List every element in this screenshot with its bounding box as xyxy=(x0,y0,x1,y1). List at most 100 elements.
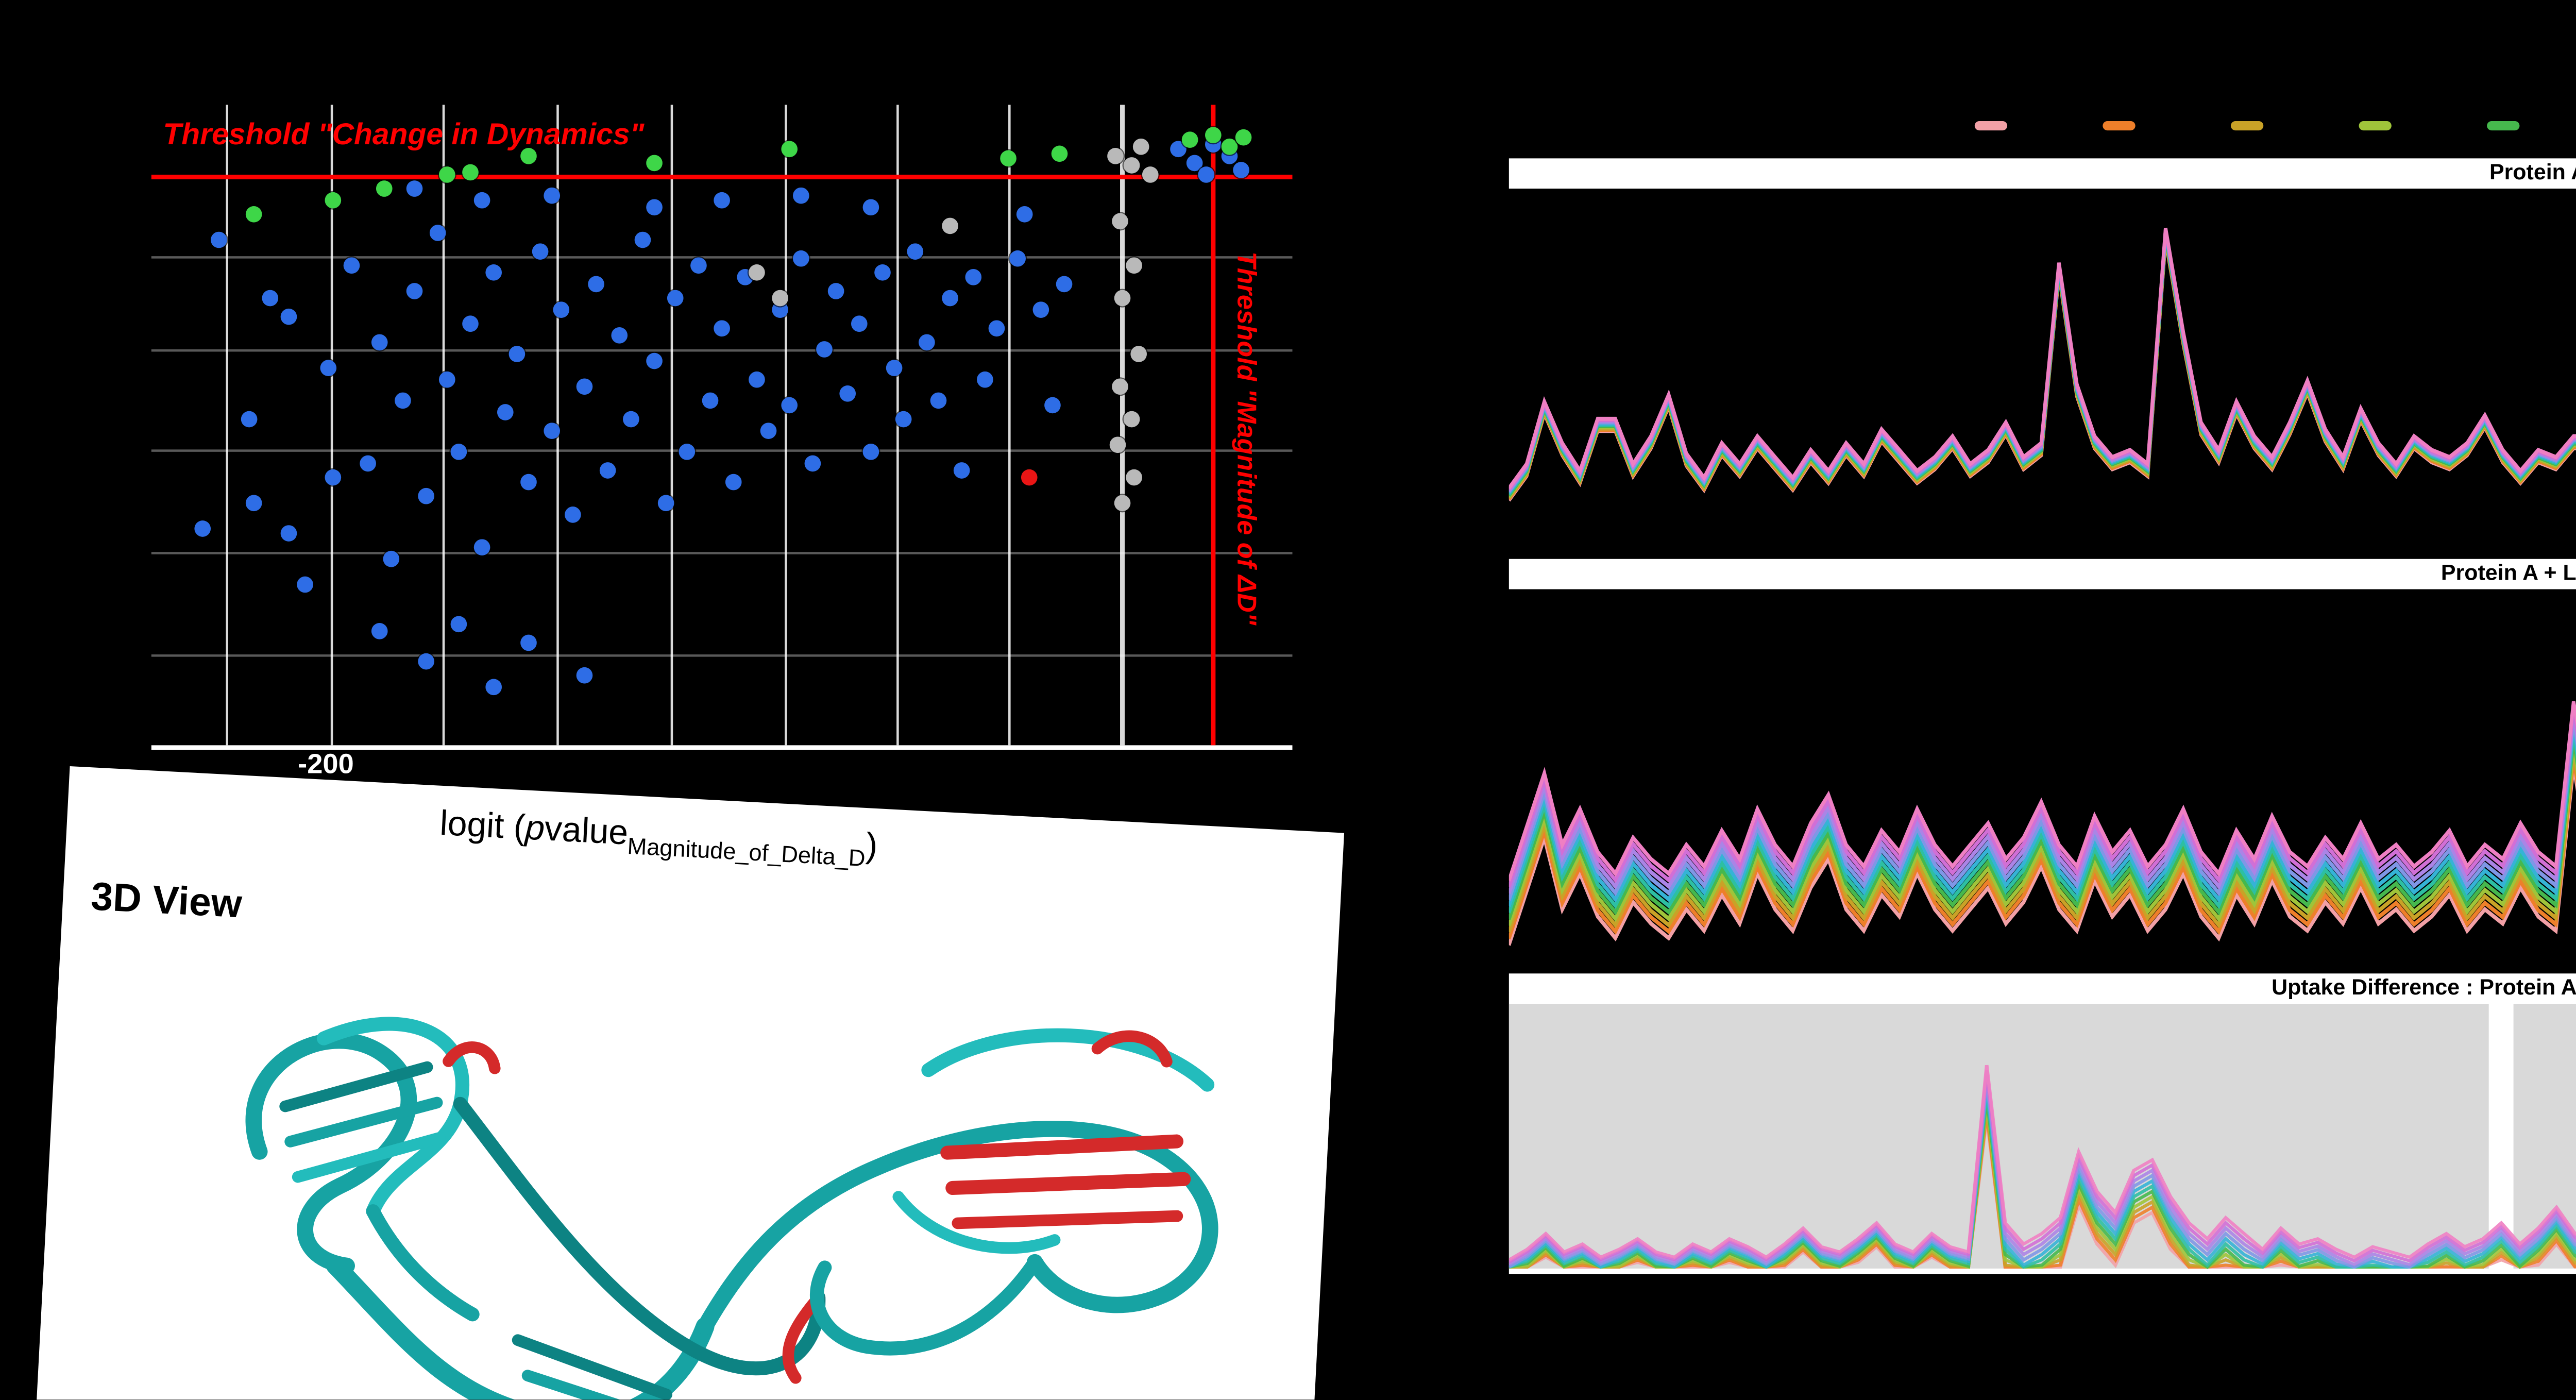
scatter-point-blue[interactable] xyxy=(194,519,211,536)
scatter-point-blue[interactable] xyxy=(297,577,314,594)
scatter-point-green[interactable] xyxy=(1221,138,1238,155)
scatter-point-gray[interactable] xyxy=(1107,148,1124,164)
scatter-point-gray[interactable] xyxy=(1124,157,1141,174)
scatter-point-blue[interactable] xyxy=(417,653,434,670)
scatter-point-blue[interactable] xyxy=(405,180,422,196)
scatter-point-blue[interactable] xyxy=(1187,154,1204,171)
scatter-point-blue[interactable] xyxy=(405,282,422,299)
scatter-point-blue[interactable] xyxy=(873,263,890,280)
scatter-point-blue[interactable] xyxy=(508,346,525,363)
scatter-point-blue[interactable] xyxy=(942,289,958,306)
legend-swatch[interactable] xyxy=(2103,121,2136,131)
scatter-point-green[interactable] xyxy=(782,141,799,158)
scatter-point-blue[interactable] xyxy=(371,621,388,638)
scatter-point-blue[interactable] xyxy=(907,244,924,261)
scatter-point-blue[interactable] xyxy=(668,289,685,306)
scatter-point-blue[interactable] xyxy=(485,679,502,696)
scatter-point-blue[interactable] xyxy=(394,391,411,408)
scatter-point-green[interactable] xyxy=(1050,144,1067,161)
scatter-point-blue[interactable] xyxy=(702,391,719,408)
scatter-point-green[interactable] xyxy=(377,180,394,196)
scatter-point-blue[interactable] xyxy=(360,455,377,472)
scatter-point-blue[interactable] xyxy=(793,250,810,267)
scatter-point-blue[interactable] xyxy=(280,308,297,325)
uptake-plot-protein-a[interactable] xyxy=(1509,189,2576,545)
scatter-point-blue[interactable] xyxy=(622,410,639,427)
scatter-point-blue[interactable] xyxy=(565,507,582,523)
scatter-point-blue[interactable] xyxy=(439,372,456,389)
scatter-point-blue[interactable] xyxy=(827,282,844,299)
volcano-plot[interactable]: Threshold "Change in Dynamics" Threshold… xyxy=(151,105,1293,750)
legend-swatch[interactable] xyxy=(2487,121,2520,131)
scatter-point-blue[interactable] xyxy=(1033,301,1050,318)
scatter-point-green[interactable] xyxy=(463,164,479,180)
legend-swatch[interactable] xyxy=(1974,121,2008,131)
scatter-point-blue[interactable] xyxy=(679,442,696,459)
scatter-point-gray[interactable] xyxy=(942,218,958,235)
scatter-point-green[interactable] xyxy=(645,154,662,171)
scatter-point-blue[interactable] xyxy=(280,526,297,542)
scatter-point-blue[interactable] xyxy=(543,423,559,440)
scatter-point-blue[interactable] xyxy=(543,186,559,203)
scatter-point-green[interactable] xyxy=(519,148,536,164)
scatter-point-blue[interactable] xyxy=(634,231,650,248)
scatter-point-blue[interactable] xyxy=(343,257,360,273)
scatter-point-blue[interactable] xyxy=(976,372,993,389)
legend-swatch[interactable] xyxy=(2359,121,2392,131)
scatter-point-green[interactable] xyxy=(1204,127,1221,144)
scatter-point-blue[interactable] xyxy=(463,314,479,331)
scatter-point-blue[interactable] xyxy=(451,615,468,632)
scatter-point-blue[interactable] xyxy=(953,462,970,478)
scatter-point-green[interactable] xyxy=(326,193,342,209)
scatter-point-blue[interactable] xyxy=(987,321,1004,338)
scatter-point-blue[interactable] xyxy=(577,378,594,395)
scatter-point-blue[interactable] xyxy=(839,384,856,401)
scatter-point-blue[interactable] xyxy=(417,487,434,504)
scatter-point-blue[interactable] xyxy=(645,352,662,369)
scatter-point-green[interactable] xyxy=(998,151,1015,167)
scatter-point-gray[interactable] xyxy=(1141,167,1158,183)
scatter-point-blue[interactable] xyxy=(519,634,536,651)
scatter-point-blue[interactable] xyxy=(320,359,336,376)
scatter-point-gray[interactable] xyxy=(1133,138,1150,155)
scatter-point-blue[interactable] xyxy=(519,474,536,491)
scatter-point-blue[interactable] xyxy=(885,359,902,376)
scatter-point-blue[interactable] xyxy=(725,474,742,491)
scatter-point-blue[interactable] xyxy=(862,199,878,216)
scatter-point-red[interactable] xyxy=(1022,468,1038,485)
scatter-point-blue[interactable] xyxy=(1044,397,1061,414)
scatter-point-gray[interactable] xyxy=(1127,257,1143,273)
scatter-point-blue[interactable] xyxy=(211,231,228,248)
scatter-point-blue[interactable] xyxy=(1016,205,1032,222)
scatter-point-green[interactable] xyxy=(246,205,262,222)
scatter-point-blue[interactable] xyxy=(851,314,867,331)
scatter-point-blue[interactable] xyxy=(714,193,730,209)
scatter-point-blue[interactable] xyxy=(577,666,594,683)
scatter-point-blue[interactable] xyxy=(930,391,947,408)
scatter-point-blue[interactable] xyxy=(485,263,502,280)
scatter-point-blue[interactable] xyxy=(474,193,490,209)
scatter-point-gray[interactable] xyxy=(1125,468,1142,485)
uptake-plot-protein-a-ligand[interactable] xyxy=(1509,589,2576,957)
scatter-point-blue[interactable] xyxy=(383,551,399,568)
scatter-point-blue[interactable] xyxy=(474,538,490,555)
scatter-point-green[interactable] xyxy=(439,167,456,183)
scatter-point-blue[interactable] xyxy=(656,494,673,510)
scatter-point-green[interactable] xyxy=(1236,130,1253,146)
scatter-point-gray[interactable] xyxy=(1114,494,1131,510)
scatter-point-blue[interactable] xyxy=(531,244,548,261)
scatter-point-blue[interactable] xyxy=(554,301,570,318)
scatter-point-blue[interactable] xyxy=(748,372,765,389)
scatter-point-blue[interactable] xyxy=(599,462,616,478)
uptake-difference-plot[interactable] xyxy=(1509,1004,2576,1274)
scatter-point-blue[interactable] xyxy=(690,257,707,273)
scatter-point-blue[interactable] xyxy=(588,276,605,293)
scatter-point-blue[interactable] xyxy=(793,186,810,203)
scatter-point-gray[interactable] xyxy=(748,263,765,280)
protein-3d-structure[interactable] xyxy=(162,926,1283,1400)
scatter-point-gray[interactable] xyxy=(1113,289,1130,306)
scatter-point-gray[interactable] xyxy=(771,289,787,306)
legend-swatch[interactable] xyxy=(2230,121,2264,131)
scatter-point-blue[interactable] xyxy=(263,289,280,306)
scatter-point-blue[interactable] xyxy=(862,442,878,459)
